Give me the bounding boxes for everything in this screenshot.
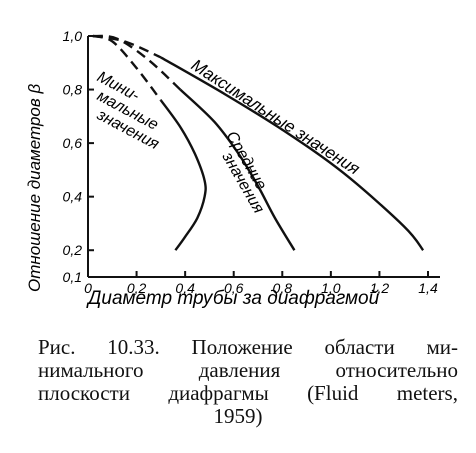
axes — [87, 36, 440, 278]
y-tick-label: 0,6 — [63, 135, 83, 151]
y-ticks: 1,0 0,8 0,6 0,4 0,2 0,1 — [63, 28, 94, 285]
caption-word: относительно — [335, 358, 458, 382]
caption-word: 1959) — [213, 404, 263, 428]
caption-line-1: Рис. 10.33. Положение области ми- — [38, 336, 458, 359]
curve-solid-2 — [160, 56, 425, 251]
x-tick-label: 1,2 — [370, 280, 390, 296]
figure-caption: Рис. 10.33. Положение области ми- нималь… — [0, 336, 476, 428]
curves — [92, 34, 425, 251]
y-tick-label: 0,1 — [63, 269, 82, 285]
max-values-label: Максимальные значения — [188, 55, 363, 178]
curve-dashed-2 — [92, 34, 162, 59]
y-tick-label: 1,0 — [63, 28, 83, 44]
curve-dashed-1 — [92, 34, 182, 91]
curve-solid-1 — [179, 88, 296, 251]
caption-line-4: 1959) — [0, 405, 476, 428]
x-tick-label: 0 — [84, 280, 92, 296]
x-tick-label: 1,0 — [321, 280, 341, 296]
caption-word: 10.33. — [107, 335, 160, 359]
caption-word: нимального — [38, 358, 144, 382]
x-tick-label: 0,8 — [273, 280, 293, 296]
caption-word: плоскости — [38, 381, 130, 405]
caption-word: диафрагмы — [168, 381, 269, 405]
x-tick-label: 0,2 — [127, 280, 147, 296]
x-ticks: 0 0,2 0,4 0,6 0,8 1,0 1,2 1,4 — [84, 271, 438, 296]
x-axis-label: Диаметр трубы за диафрагмой — [86, 288, 380, 309]
x-tick-label: 1,4 — [418, 280, 438, 296]
y-axis-label: Отношение диаметров β — [25, 84, 44, 292]
y-tick-label: 0,2 — [63, 242, 83, 258]
caption-word: давления — [198, 358, 281, 382]
caption-word: (Fluid — [307, 381, 359, 405]
caption-word: Положение — [191, 335, 293, 359]
curve-solid-0 — [159, 99, 207, 251]
y-tick-label: 0,4 — [63, 189, 83, 205]
x-tick-label: 0,6 — [224, 280, 244, 296]
caption-line-3: плоскости диафрагмы (Fluid meters, — [38, 382, 458, 405]
chart: 0 0,2 0,4 0,6 0,8 1,0 1,2 1,4 1,0 0,8 0,6 0,4 0,2 0,… — [25, 28, 440, 309]
caption-word: ми- — [426, 335, 458, 359]
caption-word: области — [324, 335, 395, 359]
y-tick-label: 0,8 — [63, 82, 83, 98]
caption-word: meters, — [396, 381, 458, 405]
caption-line-2: нимального давления относительно — [38, 359, 458, 382]
caption-word: Рис. — [38, 335, 76, 359]
x-tick-label: 0,4 — [175, 280, 195, 296]
